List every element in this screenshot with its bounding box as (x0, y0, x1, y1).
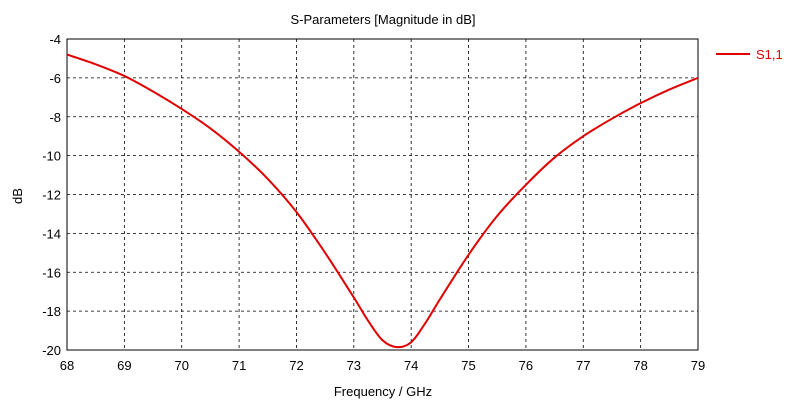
chart-title: S-Parameters [Magnitude in dB] (291, 12, 476, 27)
y-tick-label: -18 (42, 304, 61, 319)
y-tick-label: -12 (42, 188, 61, 203)
x-tick-label: 77 (576, 358, 590, 373)
x-tick-label: 72 (289, 358, 303, 373)
y-tick-label: -6 (49, 71, 61, 86)
grid (66, 38, 699, 351)
x-tick-label: 76 (519, 358, 533, 373)
y-axis-label: dB (10, 188, 25, 204)
x-axis-label: Frequency / GHz (334, 384, 432, 399)
y-tick-label: -16 (42, 265, 61, 280)
series-line-s11[interactable] (66, 53, 699, 349)
x-tick-label: 69 (117, 358, 131, 373)
legend-label-s11: S1,1 (756, 47, 783, 62)
y-tick-label: -14 (42, 226, 61, 241)
y-tick-label: -20 (42, 343, 61, 358)
x-tick-label: 68 (60, 358, 74, 373)
y-tick-label: -8 (49, 110, 61, 125)
tick-labels: 68 69 70 71 72 73 74 75 76 77 78 79 -4 -6 -8 -10 -12 -14 -… (42, 32, 705, 373)
y-tick-label: -10 (42, 149, 61, 164)
x-tick-label: 71 (232, 358, 246, 373)
x-tick-label: 79 (691, 358, 705, 373)
x-tick-label: 73 (347, 358, 361, 373)
x-tick-label: 74 (404, 358, 418, 373)
x-tick-label: 78 (633, 358, 647, 373)
series-layer (66, 53, 699, 349)
x-tick-label: 70 (174, 358, 188, 373)
y-tick-label: -4 (49, 32, 61, 47)
plot-frame (66, 38, 699, 351)
legend[interactable]: S1,1 (716, 47, 783, 62)
x-tick-label: 75 (461, 358, 475, 373)
